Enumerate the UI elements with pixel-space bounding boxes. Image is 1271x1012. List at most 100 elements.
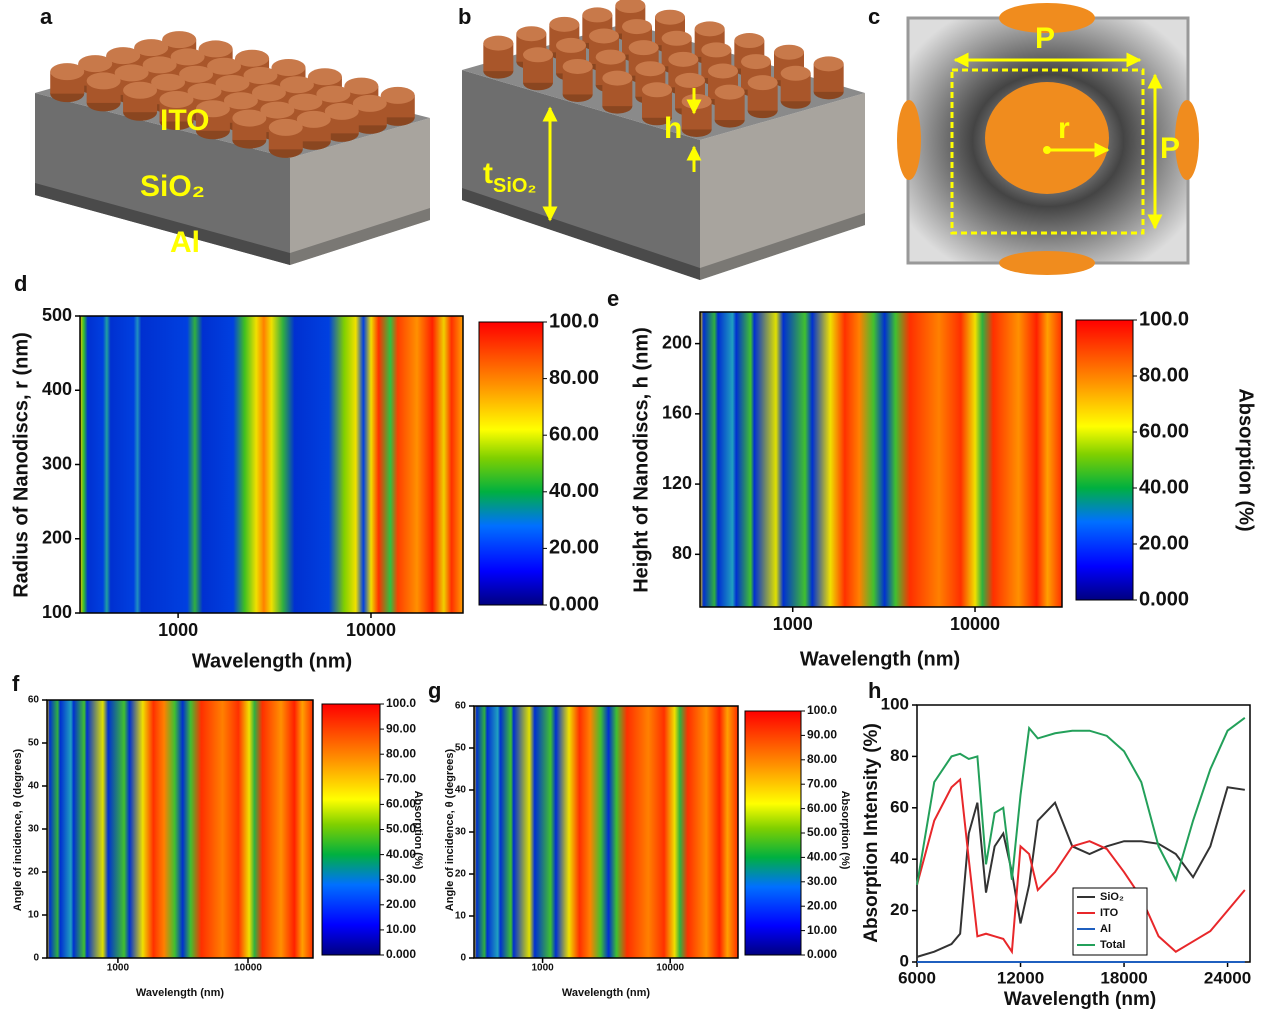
disc-top	[232, 110, 266, 127]
t-symbol: t	[483, 157, 493, 190]
colorbar-tick-label: 30.00	[386, 872, 416, 886]
y-tick-label: 20	[28, 867, 40, 878]
y-axis-label: Radius of Nanodiscs, r (nm)	[10, 332, 32, 598]
disc-top	[662, 31, 692, 46]
x-tick-label: 6000	[898, 968, 936, 987]
colorbar-tick-label: 80.00	[807, 752, 837, 766]
y-tick-label: 50	[455, 743, 467, 754]
y-axis-label: Absorption Intensity (%)	[861, 723, 882, 943]
colorbar-tick-label: 40.00	[386, 847, 416, 861]
y-tick-label: 40	[455, 785, 467, 796]
legend-label: SiO₂	[1100, 891, 1124, 903]
disc-top	[123, 82, 157, 99]
disc-top	[589, 29, 619, 44]
x-axis-label: Wavelength (nm)	[562, 987, 651, 999]
disc-top	[87, 72, 121, 89]
colorbar-tick-label: 10.00	[807, 923, 837, 937]
disc-top	[748, 75, 778, 90]
legend-label: Total	[1100, 939, 1125, 951]
disc-top	[814, 56, 844, 71]
panel-label: c	[868, 4, 880, 29]
colorbar-tick-label: 40.00	[549, 480, 599, 502]
colorbar	[479, 322, 543, 605]
y-tick-label: 400	[42, 379, 72, 399]
y-tick-label: 160	[662, 403, 692, 423]
colorbar	[745, 711, 801, 955]
disc-top	[556, 38, 586, 53]
x-tick-label: 10000	[950, 614, 1000, 634]
colorbar-label: Absorption (%)	[412, 791, 424, 870]
colorbar-tick-label: 80.00	[549, 367, 599, 389]
y-tick-label: 30	[28, 824, 40, 835]
colorbar-tick-label: 0.000	[549, 593, 599, 615]
colorbar-tick-label: 0.000	[807, 947, 837, 961]
colorbar-tick-label: 20.00	[386, 897, 416, 911]
colorbar-tick-label: 50.00	[807, 825, 837, 839]
period-label: P	[1035, 22, 1055, 55]
disc-top	[668, 52, 698, 67]
disc-top	[602, 71, 632, 86]
height-label: h	[664, 112, 682, 145]
disc-top	[675, 73, 705, 88]
x-axis-label: Wavelength (nm)	[800, 648, 960, 670]
legend-label: ITO	[1100, 907, 1119, 919]
disc-top	[629, 40, 659, 55]
disc-top	[642, 82, 672, 97]
y-tick-label: 10	[455, 911, 467, 922]
disc-top	[622, 19, 652, 34]
colorbar-tick-label: 20.00	[549, 537, 599, 559]
heatmap-field	[700, 312, 1062, 607]
x-tick-label: 24000	[1204, 968, 1251, 987]
colorbar-tick-label: 0.000	[386, 947, 416, 961]
disc-top	[655, 10, 685, 25]
y-axis-label: Angle of incidence, θ (degrees)	[12, 748, 24, 911]
disc-top	[741, 54, 771, 69]
panel-label: f	[12, 671, 20, 696]
colorbar-label: Absorption (%)	[1235, 388, 1257, 531]
x-tick-label: 10000	[346, 620, 396, 640]
disc-top	[549, 17, 579, 32]
al-label: Al	[170, 226, 200, 259]
y-tick-label: 10	[28, 910, 40, 921]
y-axis-label: Height of Nanodiscs, h (nm)	[630, 327, 652, 593]
colorbar-tick-label: 80.00	[1139, 364, 1189, 386]
y-tick-label: 20	[455, 869, 467, 880]
y-tick-label: 60	[28, 695, 40, 706]
panel-label: g	[428, 678, 441, 703]
y-tick-label: 80	[890, 746, 909, 765]
colorbar-tick-label: 100.0	[549, 310, 599, 332]
colorbar-tick-label: 70.00	[386, 771, 416, 785]
disc-top	[701, 42, 731, 57]
heatmap-field	[474, 706, 738, 958]
x-tick-label: 10000	[234, 963, 262, 974]
colorbar-tick-label: 60.00	[386, 797, 416, 811]
disc-top	[582, 7, 612, 22]
y-tick-label: 20	[890, 900, 909, 919]
y-tick-label: 300	[42, 453, 72, 473]
colorbar	[322, 704, 380, 955]
disc-top	[269, 119, 303, 136]
legend-label: Al	[1100, 923, 1111, 935]
y-tick-label: 200	[662, 332, 692, 352]
radius-label: r	[1058, 112, 1070, 145]
colorbar	[1076, 320, 1133, 600]
disc-top	[734, 33, 764, 48]
heatmap-field	[47, 700, 313, 958]
colorbar-tick-label: 20.00	[807, 898, 837, 912]
colorbar-label: Absorption (%)	[839, 791, 851, 870]
y-tick-label: 120	[662, 473, 692, 493]
y-tick-label: 60	[890, 797, 909, 816]
sio2-label: SiO₂	[140, 170, 205, 203]
x-tick-label: 1000	[107, 963, 130, 974]
figure: ITO SiO₂ Al tSiO₂ h P P r abcdefgh100010…	[0, 0, 1271, 1012]
disc-top	[781, 66, 811, 81]
colorbar-tick-label: 80.00	[386, 746, 416, 760]
x-tick-label: 18000	[1100, 968, 1147, 987]
y-tick-label: 40	[28, 781, 40, 792]
colorbar-tick-label: 60.00	[549, 423, 599, 445]
colorbar-tick-label: 0.000	[1139, 588, 1189, 610]
y-tick-label: 80	[672, 543, 692, 563]
disc-top	[596, 50, 626, 65]
colorbar-tick-label: 70.00	[807, 776, 837, 790]
ito-label: ITO	[160, 104, 209, 137]
